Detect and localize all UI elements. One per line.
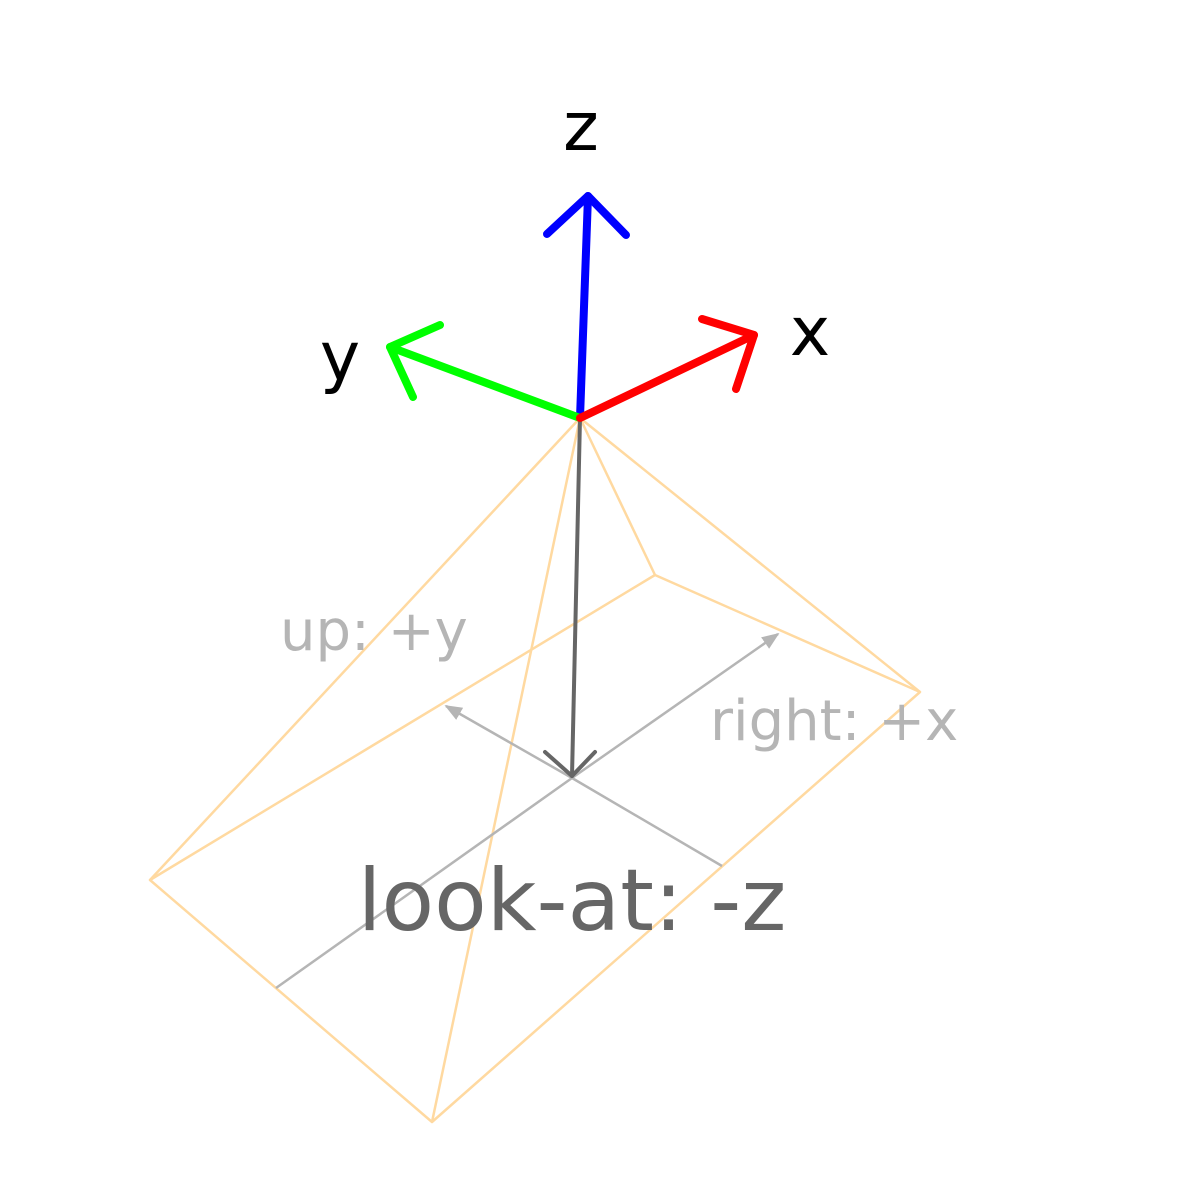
frustum-edge <box>149 417 581 881</box>
axis-z-arrow <box>543 192 630 422</box>
axis-x-arrow <box>576 315 758 422</box>
axis-y-arrow <box>386 321 584 422</box>
right-direction-arrow <box>571 632 780 780</box>
axis-x-label: x <box>790 293 830 372</box>
right-label: right: +x <box>710 689 958 754</box>
right-guide-line <box>275 776 573 990</box>
frustum-edge <box>579 417 921 693</box>
frustum-edge <box>578 417 657 576</box>
axis-y-label: y <box>320 318 360 397</box>
axis-z-label: z <box>563 88 599 167</box>
image-plane-guides <box>275 632 780 990</box>
look-at-arrow <box>543 416 597 778</box>
up-guide-line <box>571 776 723 868</box>
frustum-far-plane <box>148 573 922 1124</box>
up-label: up: +y <box>280 599 468 664</box>
look-at-label: look-at: -z <box>358 851 787 951</box>
up-direction-arrow <box>444 704 573 780</box>
camera-frustum <box>148 417 922 1124</box>
look-at-arrowhead <box>543 750 597 778</box>
frustum-edge <box>430 417 582 1123</box>
